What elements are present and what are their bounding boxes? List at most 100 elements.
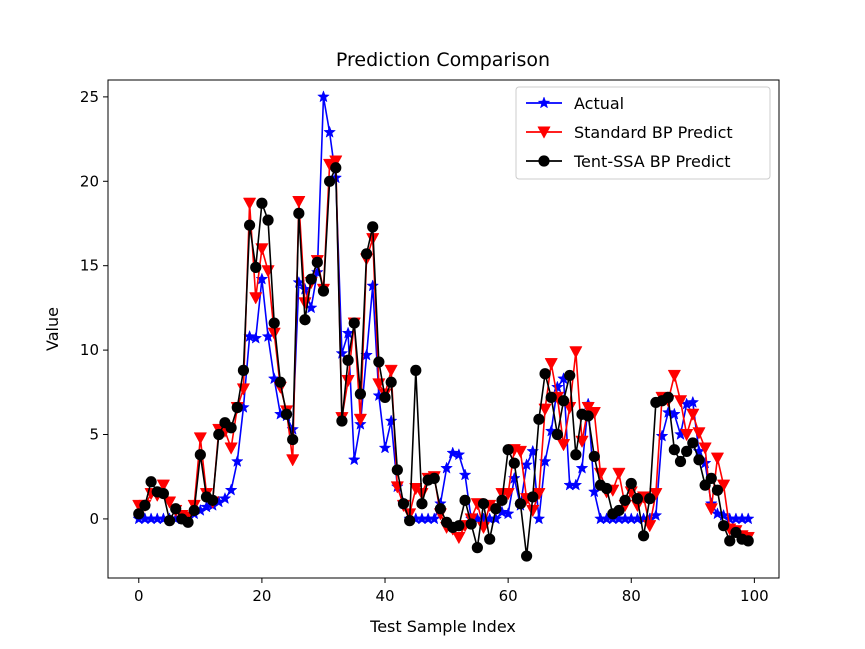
data-point <box>569 346 583 359</box>
data-point <box>182 516 194 528</box>
data-point <box>521 550 533 562</box>
x-tick-label: 20 <box>252 587 271 605</box>
y-tick-label: 20 <box>80 172 99 190</box>
data-point <box>231 401 243 414</box>
x-tick-label: 60 <box>499 587 518 605</box>
data-point <box>612 467 626 481</box>
data-point <box>256 197 268 209</box>
data-point <box>324 175 336 187</box>
series-line <box>138 166 749 557</box>
data-point <box>458 468 472 481</box>
data-point <box>680 428 694 442</box>
data-point <box>224 483 238 496</box>
data-point <box>139 499 151 512</box>
data-point <box>330 162 342 174</box>
data-point <box>188 504 200 517</box>
x-tick-label: 0 <box>134 587 144 605</box>
y-tick-label: 0 <box>89 510 99 528</box>
data-point <box>686 395 700 408</box>
data-point <box>225 422 237 434</box>
x-tick-label: 40 <box>375 587 394 605</box>
data-point <box>692 427 706 440</box>
data-point <box>513 445 528 459</box>
data-point <box>471 542 483 554</box>
data-point <box>323 125 336 138</box>
data-point <box>434 503 447 515</box>
data-point <box>601 482 613 495</box>
data-point <box>373 356 385 368</box>
data-point <box>570 449 582 461</box>
data-point <box>218 491 232 505</box>
data-point <box>145 476 157 488</box>
data-point <box>286 454 300 467</box>
data-point <box>705 472 717 484</box>
data-point <box>193 432 207 445</box>
data-point <box>490 503 502 515</box>
legend: Actual Standard BP Predict Tent-SSA BP Pre… <box>515 86 771 180</box>
legend-box <box>515 86 771 180</box>
data-point <box>440 461 453 474</box>
series-layer <box>132 90 755 562</box>
data-point <box>526 504 540 518</box>
data-point <box>385 376 397 388</box>
data-point <box>242 197 257 210</box>
data-point <box>255 243 269 256</box>
data-point <box>342 354 354 366</box>
data-point <box>569 478 583 491</box>
data-point <box>329 155 343 168</box>
data-point <box>501 488 515 501</box>
data-point <box>162 496 177 509</box>
data-point <box>643 520 657 533</box>
data-point <box>410 364 422 376</box>
data-point <box>613 504 625 517</box>
data-point <box>280 408 293 420</box>
data-point <box>551 428 563 441</box>
data-point <box>310 265 324 278</box>
data-point <box>556 439 571 452</box>
data-point <box>428 472 440 484</box>
y-tick-label: 5 <box>89 426 99 444</box>
data-point <box>367 221 379 233</box>
data-point <box>637 530 650 542</box>
legend-label: Actual <box>574 94 624 113</box>
legend-marker <box>538 155 550 167</box>
y-tick-label: 25 <box>80 88 99 106</box>
x-axis-label: Test Sample Index <box>369 617 516 636</box>
data-point <box>575 461 589 474</box>
data-point <box>384 364 398 378</box>
data-point <box>391 464 403 476</box>
x-tick-label: 80 <box>622 587 641 605</box>
data-point <box>693 454 705 466</box>
data-point <box>348 317 360 329</box>
data-point <box>539 368 551 380</box>
data-point <box>347 453 361 466</box>
data-point <box>619 494 631 506</box>
data-point <box>230 454 244 467</box>
data-point <box>465 518 477 530</box>
data-point <box>213 428 225 441</box>
data-point <box>686 408 700 421</box>
data-point <box>293 207 305 219</box>
data-point <box>354 388 366 400</box>
data-point <box>378 441 392 454</box>
x-tick-label: 100 <box>740 587 769 605</box>
data-point <box>452 531 466 545</box>
data-point <box>157 487 170 500</box>
legend-marker <box>537 96 551 109</box>
data-point <box>538 403 552 416</box>
data-point <box>545 391 557 403</box>
data-point <box>292 196 306 209</box>
data-point <box>710 452 725 465</box>
data-point <box>366 279 380 292</box>
data-point <box>379 391 391 403</box>
series-tent-ssa-bp-predict <box>133 162 754 562</box>
data-point <box>698 442 712 455</box>
legend-label: Standard BP Predict <box>574 123 733 142</box>
data-point <box>668 444 680 456</box>
data-point <box>317 285 330 297</box>
data-point <box>724 535 736 547</box>
data-point <box>262 214 274 226</box>
data-point <box>311 256 323 268</box>
data-point <box>446 446 460 459</box>
